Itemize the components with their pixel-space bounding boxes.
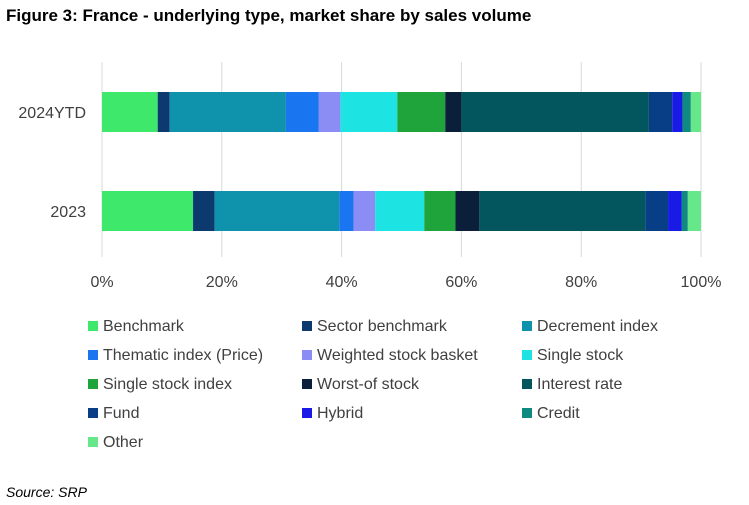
legend-swatch (88, 320, 98, 331)
bar-segment-fund (648, 92, 673, 132)
legend-label: Worst-of stock (317, 376, 419, 393)
legend-item: Credit (522, 405, 580, 425)
legend-item: Decrement index (522, 318, 658, 338)
legend-swatch (522, 320, 532, 331)
legend-swatch (522, 407, 532, 418)
bar-segment-credit (681, 191, 688, 231)
legend-item: Worst-of stock (302, 376, 419, 396)
bar-segment-decrement-index (214, 191, 340, 231)
legend-item: Sector benchmark (302, 318, 447, 338)
legend-label: Benchmark (103, 318, 184, 335)
bar-segment-sector-benchmark (193, 191, 215, 231)
legend-label: Fund (103, 405, 140, 422)
bar-segment-single-stock (340, 92, 398, 132)
x-tick-label: 40% (326, 274, 358, 291)
legend-swatch (88, 407, 98, 418)
bar-segment-weighted-stock-basket (353, 191, 376, 231)
legend-swatch (522, 349, 532, 360)
bar-segment-interest-rate (479, 191, 646, 231)
legend-swatch (302, 378, 312, 389)
bar-segment-other (687, 191, 701, 231)
legend-label: Hybrid (317, 405, 364, 422)
legend-swatch (88, 436, 98, 447)
legend-swatch (302, 407, 312, 418)
bar-segment-single-stock-index (397, 92, 446, 132)
chart-title: Figure 3: France - underlying type, mark… (6, 6, 532, 25)
x-tick-label: 0% (90, 274, 113, 291)
bar-segment-other (690, 92, 701, 132)
legend-swatch (302, 320, 312, 331)
bar-segment-single-stock-index (424, 191, 456, 231)
legend-item: Fund (88, 405, 139, 425)
bar-segment-benchmark (102, 92, 158, 132)
legend-item: Single stock index (88, 376, 232, 396)
bar-segment-hybrid (672, 92, 683, 132)
legend-swatch (522, 378, 532, 389)
bar-segment-interest-rate (461, 92, 649, 132)
bar-segment-sector-benchmark (157, 92, 170, 132)
legend-item: Other (88, 434, 143, 454)
bar-segment-hybrid (668, 191, 682, 231)
bar-segment-thematic-index-price (285, 92, 319, 132)
x-tick-label: 60% (445, 274, 477, 291)
legend-label: Thematic index (Price) (103, 347, 264, 364)
legend-item: Single stock (522, 347, 623, 367)
legend-item: Interest rate (522, 376, 622, 396)
legend-label: Other (103, 434, 144, 451)
category-label: 2024YTD (18, 105, 86, 122)
bar-segment-single-stock (375, 191, 425, 231)
legend-item: Thematic index (Price) (88, 347, 263, 367)
category-label: 2023 (50, 204, 86, 221)
legend-swatch (88, 349, 98, 360)
bar-segment-fund (645, 191, 669, 231)
legend-label: Single stock (537, 347, 624, 364)
legend-swatch (88, 378, 98, 389)
legend-label: Interest rate (537, 376, 623, 393)
legend-label: Single stock index (103, 376, 232, 393)
legend-item: Hybrid (302, 405, 363, 425)
legend-item: Weighted stock basket (302, 347, 478, 367)
bar-segment-decrement-index (169, 92, 286, 132)
legend-label: Sector benchmark (317, 318, 447, 335)
legend-swatch (302, 349, 312, 360)
bar-segment-worst-of-stock (455, 191, 480, 231)
bar-segment-credit (682, 92, 691, 132)
x-tick-label: 100% (681, 274, 722, 291)
bar-segment-worst-of-stock (445, 92, 462, 132)
x-tick-label: 20% (206, 274, 238, 291)
bar-segment-weighted-stock-basket (318, 92, 341, 132)
stacked-bar-chart: 0% 20% 40% 60% 80% 100% 2024YTD 2023 (18, 62, 722, 291)
bar-segment-benchmark (102, 191, 194, 231)
legend-label: Weighted stock basket (317, 347, 478, 364)
legend-label: Credit (537, 405, 580, 422)
legend-label: Decrement index (537, 318, 658, 335)
bar-segment-thematic-index-price (339, 191, 354, 231)
legend-item: Benchmark (88, 318, 184, 338)
x-tick-label: 80% (565, 274, 597, 291)
source-note: Source: SRP (6, 484, 87, 500)
